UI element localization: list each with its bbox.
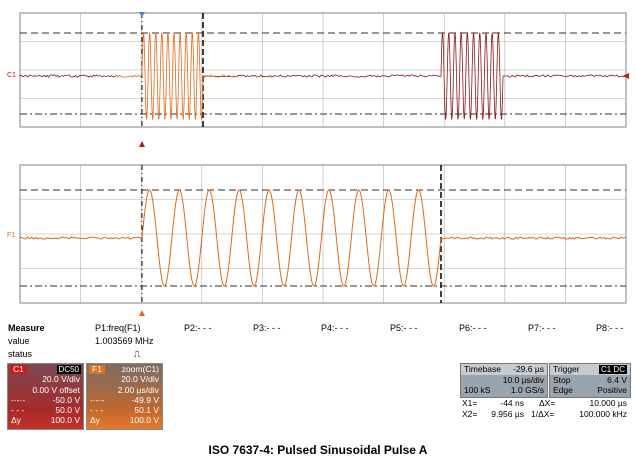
timebase-label: Timebase (464, 364, 501, 375)
timebase-delay: -29.6 µs (513, 364, 544, 375)
param-p3[interactable]: P3:- - - (253, 322, 281, 334)
f1-trace-label: F1 (7, 232, 15, 239)
timebase-box[interactable]: Timebase -29.6 µs 10.0 µs/div 100 kS 1.0 G… (460, 363, 548, 398)
cursor-x1-label: X1= (462, 398, 477, 409)
f1-source: zoom(C1) (122, 364, 159, 374)
cursor-x2: 9.956 µs (482, 409, 524, 420)
f1-row2: 50.1 V (134, 405, 159, 415)
c1-tag: C1 (10, 365, 27, 374)
c1-coupling: DC50 (57, 365, 81, 374)
f1-math-box[interactable]: F1 zoom(C1) 20.0 V/div 2.00 µs/div -·-·-… (86, 363, 163, 430)
grid-f1 (20, 165, 626, 303)
f1-cursor2-icon: - - - (90, 405, 103, 415)
trigger-type: Edge (553, 385, 573, 396)
param-p7[interactable]: P7:- - - (528, 322, 556, 334)
trigger-level: 6.4 V (607, 375, 627, 386)
timebase-tdiv: 10.0 µs/div (503, 375, 544, 386)
param-p6[interactable]: P6:- - - (459, 322, 487, 334)
measure-row-status: status (8, 348, 32, 360)
grid-c1 (20, 13, 626, 127)
timebase-rate: 1.0 GS/s (511, 385, 544, 396)
trigger-slope: Positive (597, 385, 627, 396)
param-p1[interactable]: P1:freq(F1) (95, 322, 141, 334)
param-p2[interactable]: P2:- - - (184, 322, 212, 334)
cursor-dx: 10.000 µs (557, 398, 627, 409)
f1-dy: 100.0 V (130, 415, 159, 425)
figure-caption: ISO 7637-4: Pulsed Sinusoidal Pulse A (0, 443, 636, 457)
param-p1-value: 1.003569 MHz (95, 335, 154, 347)
param-p5[interactable]: P5:- - - (390, 322, 418, 334)
c1-trace-label: C1 (7, 72, 16, 79)
c1-dy-label: Δy (11, 415, 21, 425)
f1-vdiv: 20.0 V/div (121, 374, 159, 384)
c1-vdiv: 20.0 V/div (42, 374, 80, 384)
timebase-samples: 100 kS (464, 385, 490, 396)
f1-cursor1-icon: -·-·- (90, 395, 104, 405)
cursor-inv: 100.000 kHz (557, 409, 627, 420)
f1-row1: -49.9 V (132, 395, 159, 405)
cursor-readout: X1= -44 ns ΔX= 10.000 µs X2= 9.956 µs 1/… (462, 398, 632, 420)
f1-tag: F1 (89, 365, 105, 374)
trigger-box[interactable]: Trigger C1 DC Stop 6.4 V Edge Positive (549, 363, 631, 398)
c1-row1: -50.0 V (53, 395, 80, 405)
c1-cursor1-icon: -·-·- (11, 395, 25, 405)
measure-row-value: value (8, 335, 30, 347)
c1-cursor2-icon: - - - (11, 405, 24, 415)
param-p1-status: ⎍ (134, 348, 140, 360)
cursor-x1: -44 ns (482, 398, 524, 409)
param-p8[interactable]: P8:- - - (596, 322, 624, 334)
c1-channel-box[interactable]: C1 DC50 20.0 V/div 0.00 V offset -·-·- -5… (7, 363, 84, 430)
f1-dy-label: Δy (90, 415, 100, 425)
trigger-source: C1 DC (599, 365, 627, 374)
c1-trigger-time-marker[interactable] (139, 141, 145, 147)
measure-title: Measure (8, 322, 45, 334)
cursor-x2-label: X2= (462, 409, 477, 420)
trigger-label: Trigger (553, 364, 580, 375)
cursor-inv-label: 1/ΔX= (531, 409, 554, 420)
c1-row2: 50.0 V (55, 405, 80, 415)
trigger-mode: Stop (553, 375, 571, 386)
c1-offset: 0.00 V offset (32, 385, 80, 395)
param-p4[interactable]: P4:- - - (321, 322, 349, 334)
f1-trigger-time-marker[interactable] (139, 310, 145, 316)
c1-dy: 100.0 V (51, 415, 80, 425)
cursor-dx-label: ΔX= (539, 398, 555, 409)
f1-tdiv: 2.00 µs/div (118, 385, 159, 395)
